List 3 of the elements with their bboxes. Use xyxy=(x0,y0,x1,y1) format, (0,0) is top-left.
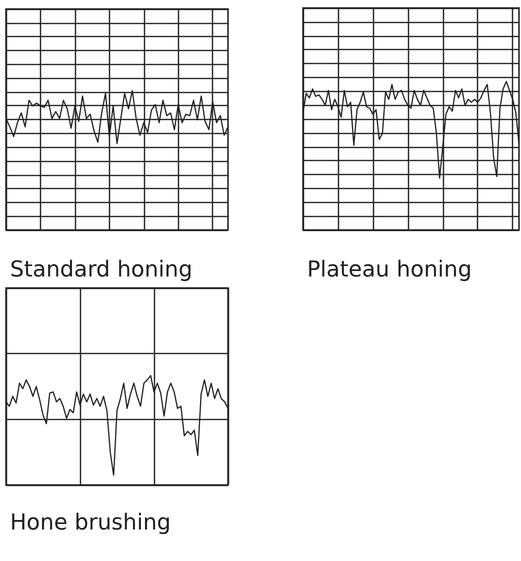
text: Plateau honing xyxy=(307,258,472,282)
text: Hone brushing xyxy=(10,510,171,536)
text: Standard honing xyxy=(10,258,192,282)
